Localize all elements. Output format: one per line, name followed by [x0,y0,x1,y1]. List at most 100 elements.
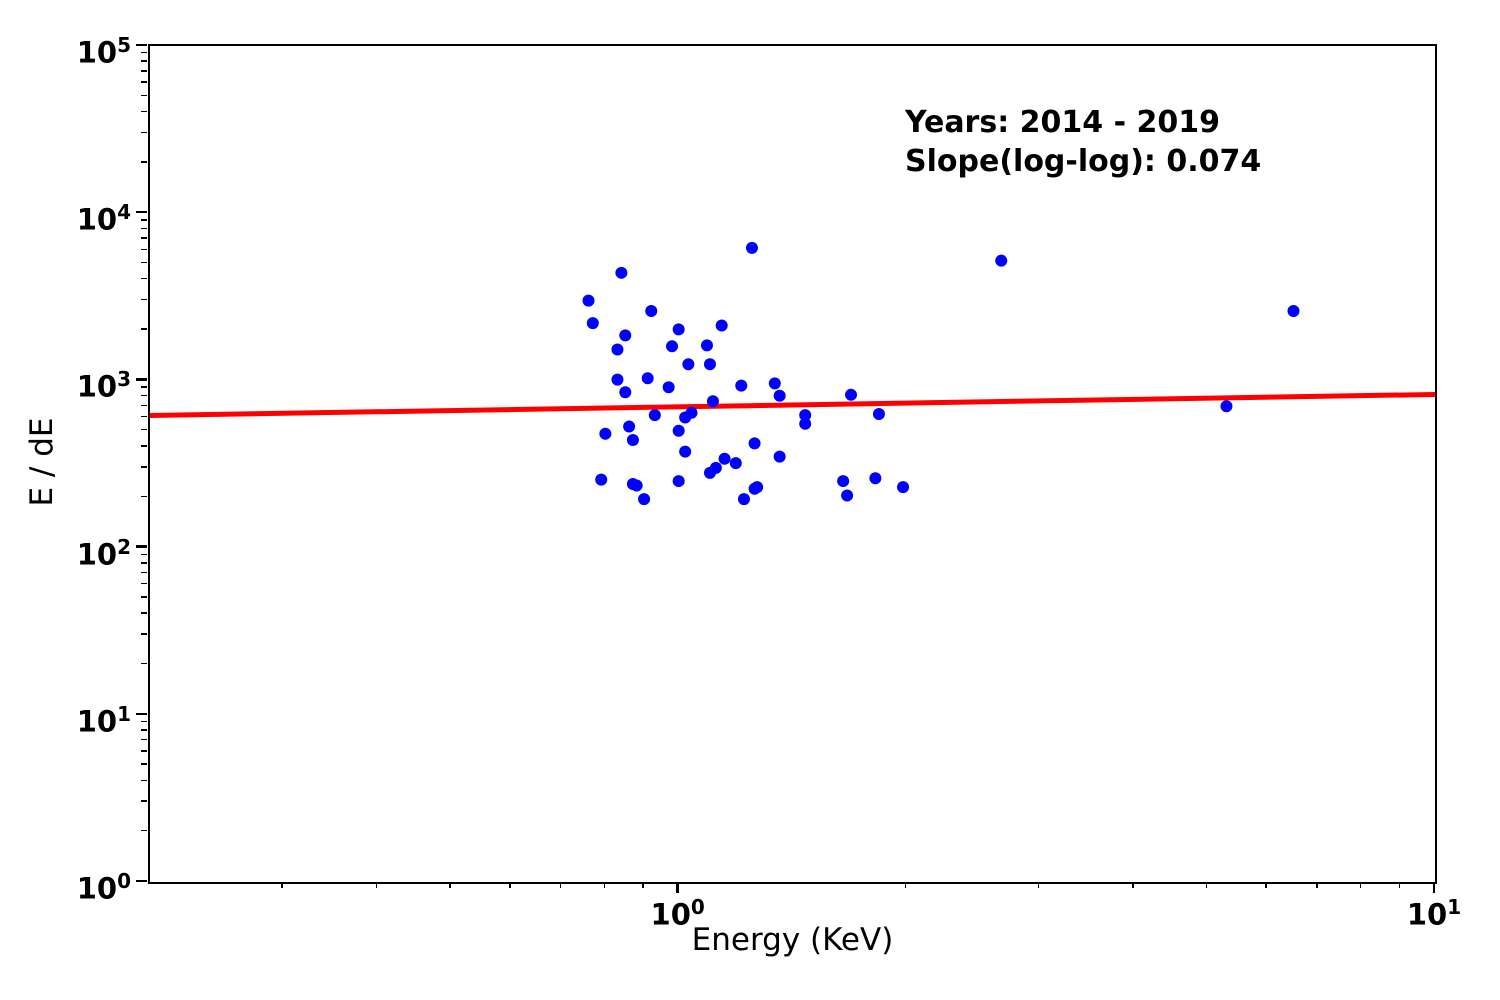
data-point [995,254,1008,267]
y-minor-tick [141,553,147,555]
data-point [715,319,728,332]
y-minor-tick [141,596,147,598]
y-minor-tick [141,633,147,635]
data-point [645,305,658,318]
y-minor-tick [141,394,147,397]
y-minor-tick [141,70,147,72]
y-minor-tick [141,131,147,134]
data-point [837,475,850,488]
data-point [1287,305,1300,318]
x-minor-tick [1132,882,1134,888]
data-point [630,479,643,492]
x-minor-tick [1359,882,1362,888]
x-minor-tick [375,882,378,888]
data-point [706,395,719,408]
annotation-box: Years: 2014 - 2019 Slope(log-log): 0.074 [905,103,1261,181]
y-minor-tick [141,386,147,388]
data-point [682,358,695,371]
data-point [595,473,608,486]
x-minor-tick [449,882,451,888]
x-minor-tick [1265,882,1267,888]
y-tick-label: 102 [76,534,131,572]
y-tick-label: 103 [76,367,131,405]
y-minor-tick [141,415,147,418]
data-point [773,389,786,402]
annotation-years: Years: 2014 - 2019 [905,105,1220,140]
data-point [619,386,632,399]
data-point [1220,400,1233,413]
data-point [737,493,750,506]
y-minor-tick [141,227,147,230]
data-point [748,437,761,450]
data-point [648,409,661,422]
y-minor-tick [141,161,147,163]
y-minor-tick [141,60,147,62]
y-tick-label: 105 [76,33,131,70]
data-point [586,317,599,330]
x-major-tick [1432,882,1436,893]
y-minor-tick [141,738,147,741]
data-point [768,377,781,390]
data-point [845,388,858,401]
y-minor-tick [141,829,147,832]
data-point [582,294,595,307]
data-point [672,424,685,437]
y-minor-tick [141,571,147,574]
x-minor-tick [1037,882,1040,888]
data-point [703,358,716,371]
plot-area [148,44,1437,884]
y-minor-tick [141,763,147,765]
x-axis-label: Energy (KeV) [691,922,894,958]
y-tick-label: 101 [76,701,131,739]
y-minor-tick [141,495,147,498]
x-minor-tick [281,882,283,888]
x-minor-tick [1398,882,1401,888]
data-point [799,409,812,422]
y-major-tick [136,545,147,548]
data-point [672,475,685,488]
data-point [662,381,675,394]
data-point [679,411,692,424]
x-tick-label: 101 [1406,895,1462,932]
annotation-slope: Slope(log-log): 0.074 [905,144,1262,179]
data-point [897,481,910,494]
x-minor-tick [904,882,907,888]
y-minor-tick [141,779,147,782]
y-tick-label: 104 [76,200,131,237]
x-minor-tick [642,882,644,888]
y-minor-tick [141,562,147,564]
x-tick-label: 100 [650,895,705,932]
x-major-tick [676,882,679,893]
y-tick-label: 100 [76,869,131,906]
x-minor-tick [509,882,511,888]
y-minor-tick [141,51,147,54]
data-point [638,493,651,506]
data-point [619,329,632,342]
y-minor-tick [141,248,147,251]
y-axis-label: E / dE [24,417,60,507]
trend-line [149,391,1436,418]
y-minor-tick [141,404,147,407]
data-point [641,372,654,385]
data-point [679,445,692,458]
y-major-tick [136,879,147,883]
y-minor-tick [141,428,147,431]
data-point [869,472,882,485]
y-minor-tick [141,81,147,83]
data-point [623,420,636,433]
data-point [729,457,742,470]
y-minor-tick [141,328,147,330]
data-point [799,417,812,430]
data-point [700,339,713,352]
y-minor-tick [141,800,147,802]
y-minor-tick [141,466,147,468]
data-point [703,466,716,479]
y-minor-tick [141,662,147,665]
data-point [748,482,761,495]
data-point [735,379,748,392]
y-minor-tick [141,582,147,585]
data-point [626,434,639,447]
x-minor-tick [1205,882,1208,888]
x-minor-tick [1316,882,1318,888]
